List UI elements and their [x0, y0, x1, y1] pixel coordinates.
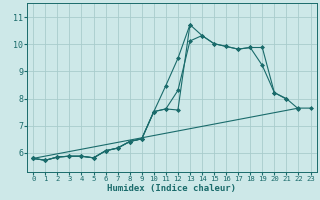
- X-axis label: Humidex (Indice chaleur): Humidex (Indice chaleur): [108, 184, 236, 193]
